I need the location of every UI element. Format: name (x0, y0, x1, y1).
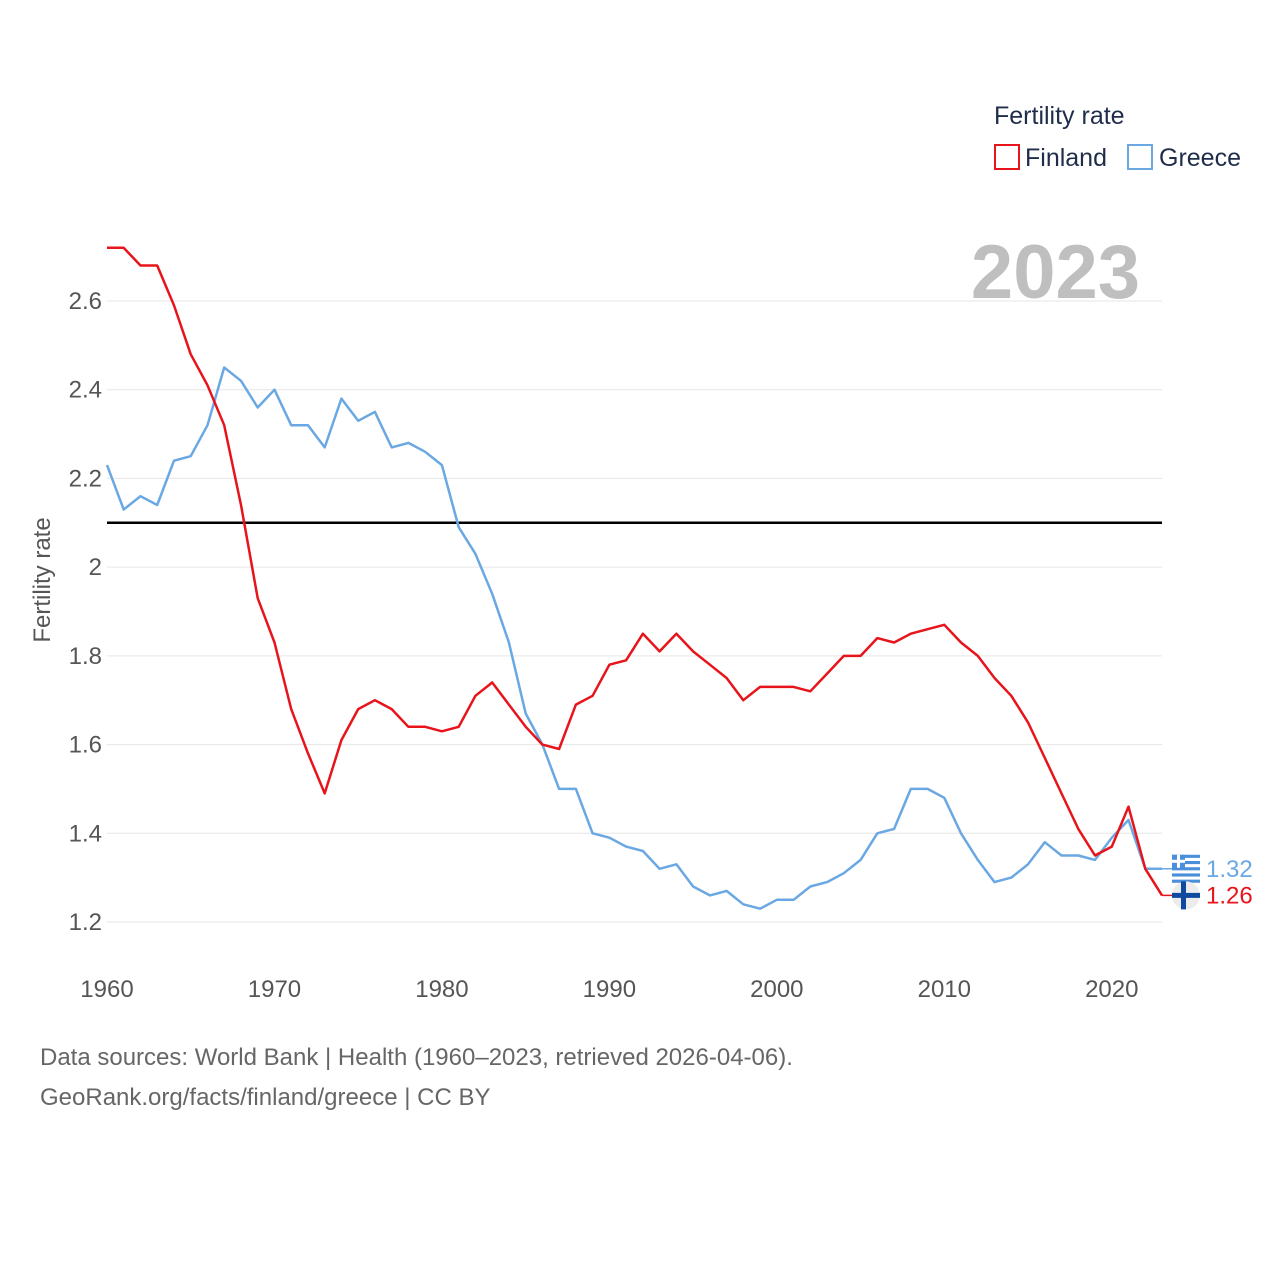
x-axis-ticks: 1960 1970 1980 1990 2000 2010 2020 (80, 976, 1138, 1003)
end-markers: 1.321.26 (1162, 854, 1253, 910)
series-line-greece (105, 366, 1162, 910)
y-tick-label: 2.4 (69, 377, 102, 404)
x-tick-label: 1970 (248, 976, 301, 1003)
y-tick-label: 1.6 (69, 732, 102, 759)
x-tick-label: 1980 (415, 976, 468, 1003)
credit-line: GeoRank.org/facts/finland/greece | CC BY (40, 1084, 491, 1111)
legend-label-greece: Greece (1159, 144, 1241, 172)
gridlines (107, 300, 1162, 923)
y-tick-label: 2 (89, 554, 102, 581)
data-source-note: Data sources: World Bank | Health (1960–… (40, 1044, 793, 1071)
legend-swatch-greece (1127, 144, 1153, 170)
legend: Fertility rate Finland Greece (994, 102, 1241, 172)
x-tick-label: 1960 (80, 976, 133, 1003)
y-tick-label: 2.6 (69, 288, 102, 315)
legend-item-greece[interactable]: Greece (1127, 144, 1241, 172)
x-tick-label: 2000 (750, 976, 803, 1003)
series-lines (105, 246, 1164, 910)
legend-label-finland: Finland (1025, 144, 1107, 172)
y-tick-label: 1.8 (69, 643, 102, 670)
x-tick-label: 1990 (583, 976, 636, 1003)
series-line-finland (107, 246, 1164, 897)
flag-finland-icon (1172, 881, 1200, 910)
x-tick-label: 2010 (918, 976, 971, 1003)
end-value-finland: 1.26 (1206, 882, 1253, 909)
flag-greece-icon (1172, 854, 1200, 883)
y-tick-label: 2.2 (69, 465, 102, 492)
legend-item-finland[interactable]: Finland (994, 144, 1107, 172)
y-axis-label: Fertility rate (29, 517, 56, 642)
y-tick-label: 1.4 (69, 820, 102, 847)
legend-swatch-finland (994, 144, 1020, 170)
legend-title: Fertility rate (994, 102, 1125, 130)
year-label: 2023 (971, 230, 1140, 315)
x-tick-label: 2020 (1085, 976, 1138, 1003)
y-tick-label: 1.2 (69, 909, 102, 936)
end-value-greece: 1.32 (1206, 856, 1253, 883)
y-axis-ticks: 1.2 1.4 1.6 1.8 2 2.2 2.4 2.6 (69, 288, 102, 936)
